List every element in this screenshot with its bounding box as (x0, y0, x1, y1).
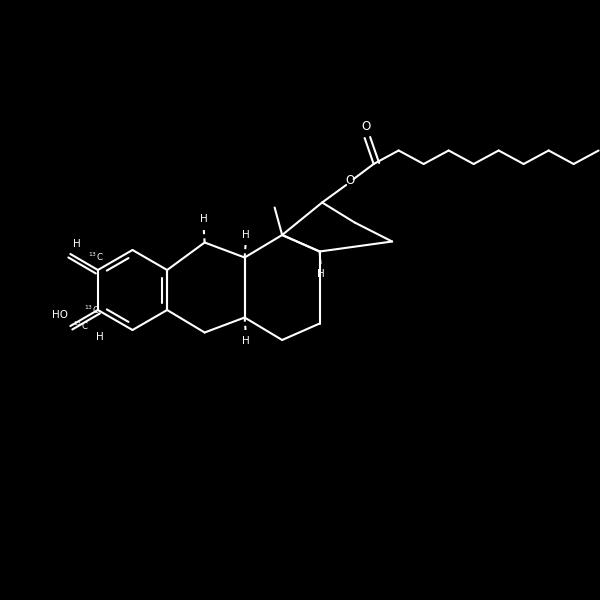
Text: $^{13}$C: $^{13}$C (73, 320, 88, 332)
Text: H: H (317, 269, 325, 280)
Text: $^{13}$C: $^{13}$C (88, 250, 103, 263)
Text: HO: HO (52, 310, 68, 320)
Text: O: O (346, 175, 355, 187)
Text: $^{13}$C: $^{13}$C (84, 304, 100, 316)
Text: H: H (73, 239, 81, 249)
Text: H: H (200, 214, 208, 223)
Text: H: H (97, 332, 104, 343)
Text: H: H (242, 229, 250, 239)
Text: O: O (361, 121, 370, 133)
Text: H: H (242, 335, 250, 346)
